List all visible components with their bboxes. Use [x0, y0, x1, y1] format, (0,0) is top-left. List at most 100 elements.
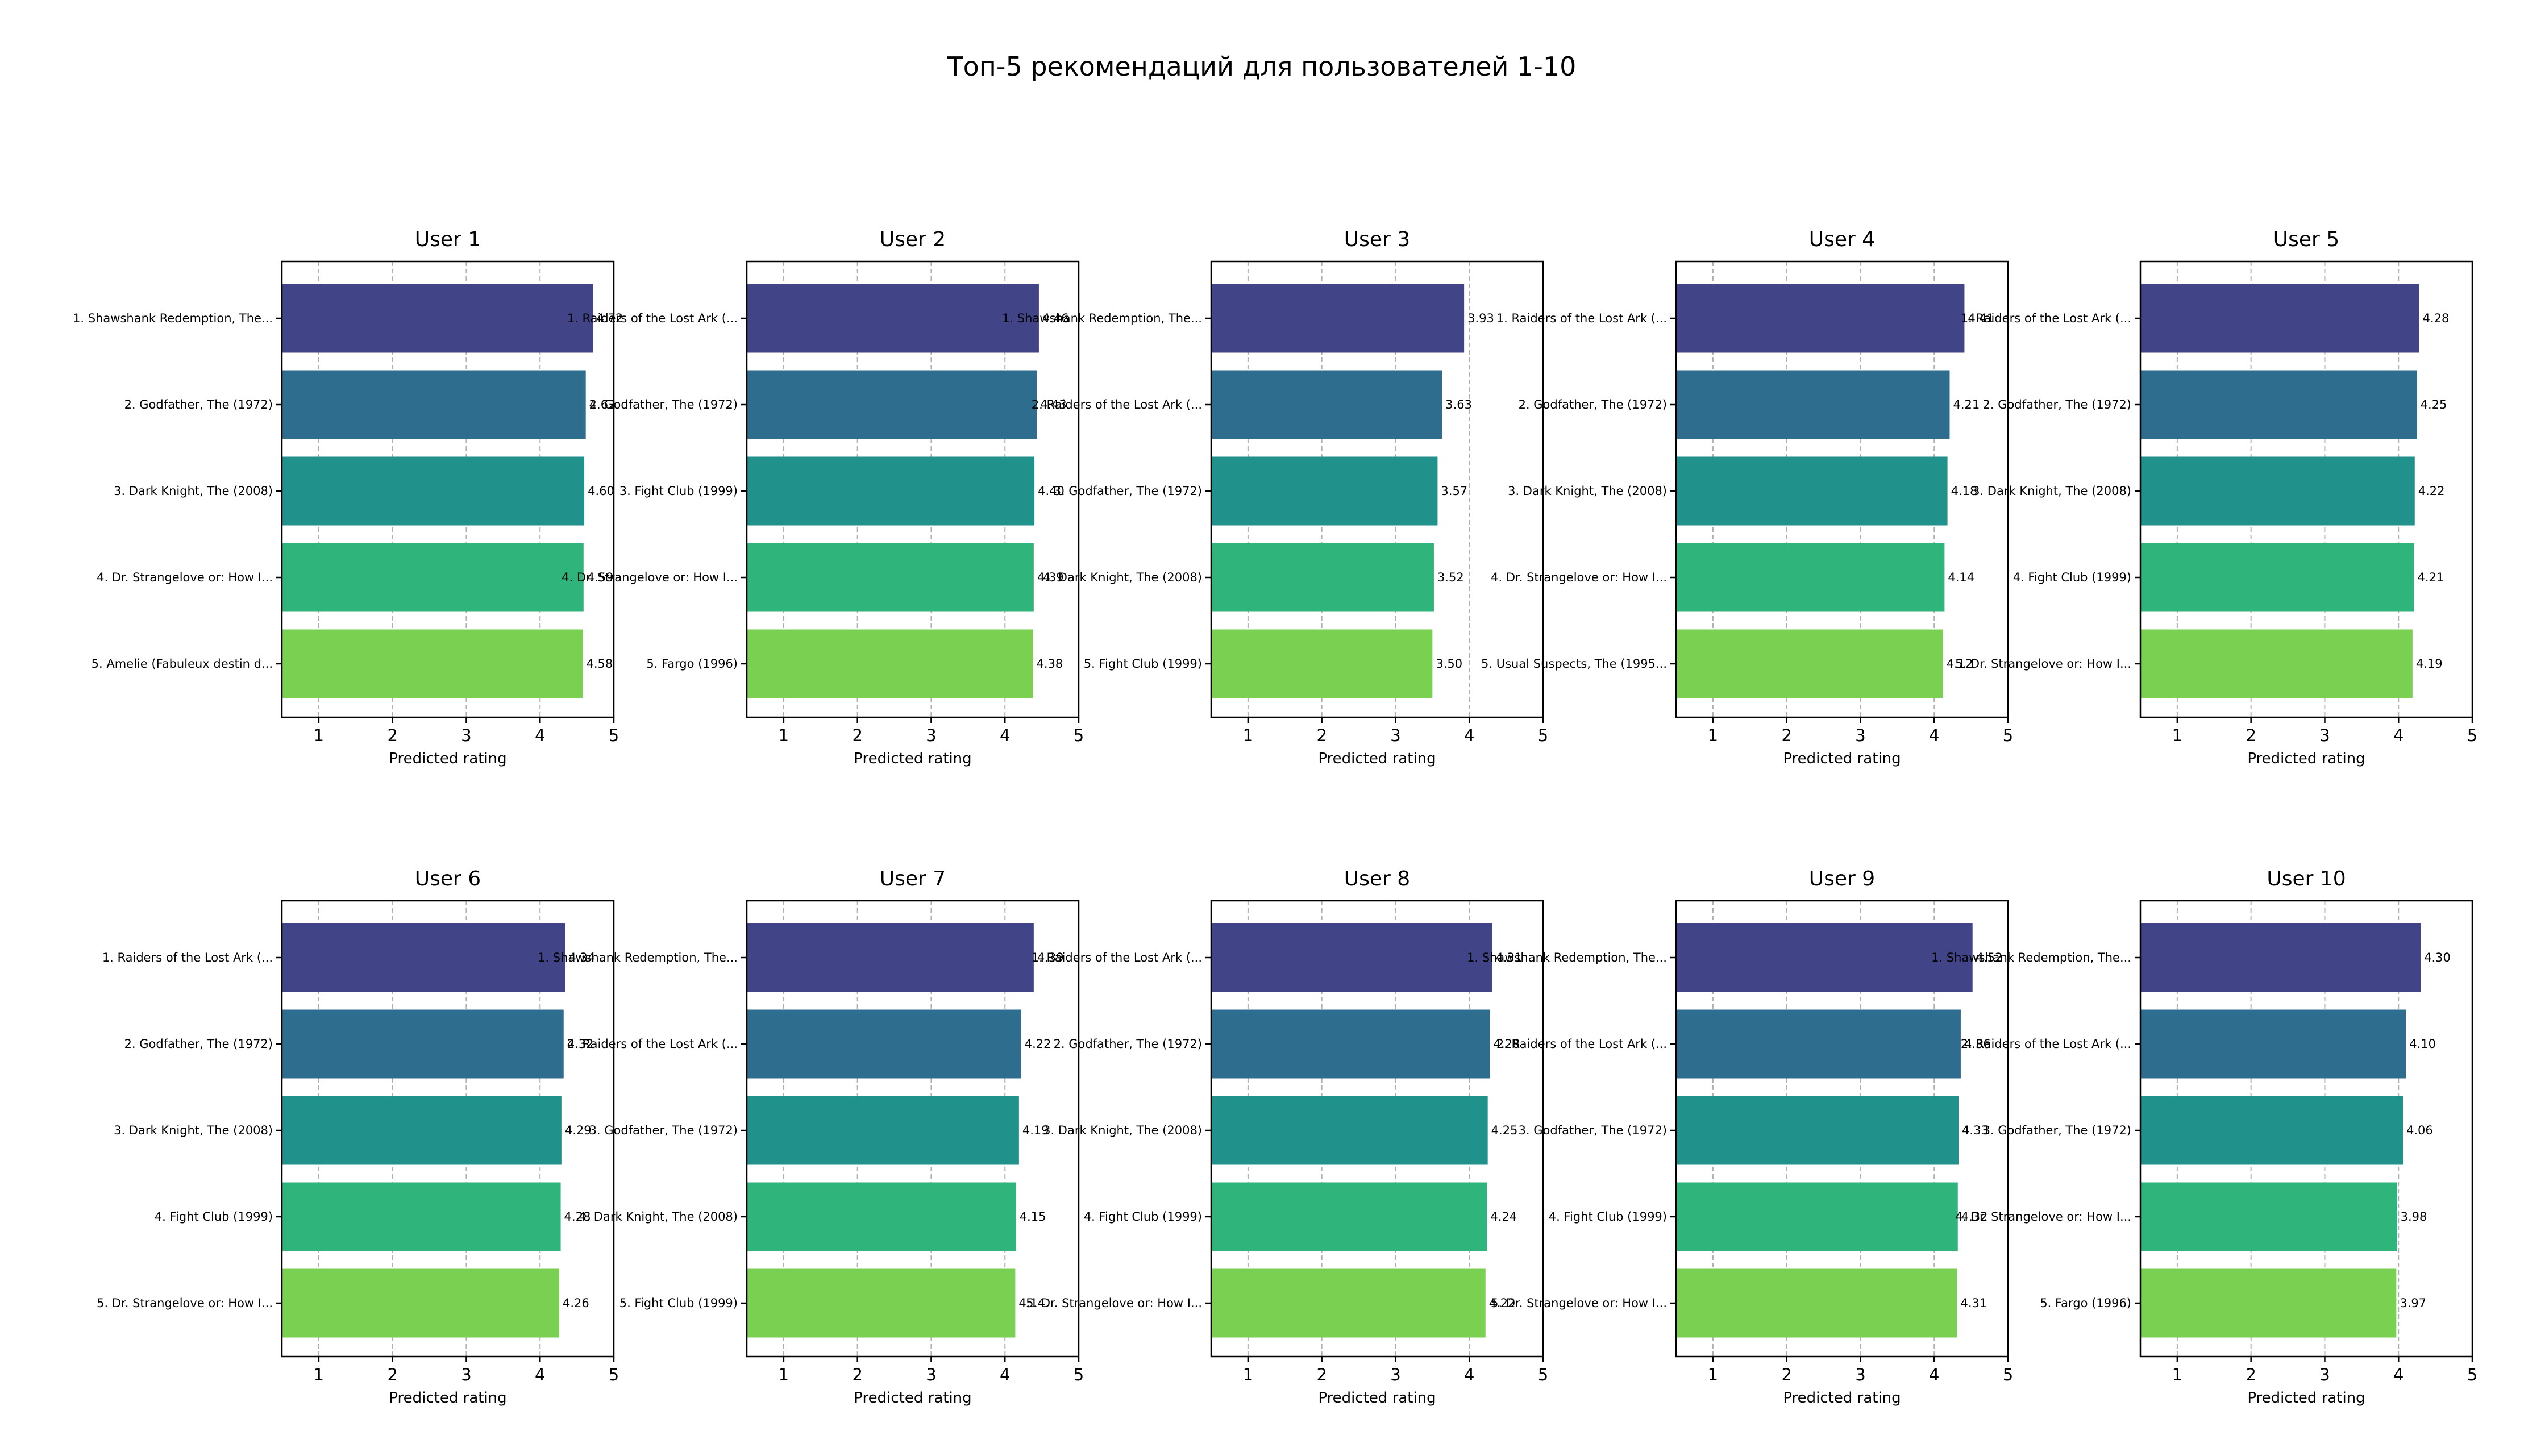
subplot-title: User 7 [880, 867, 946, 891]
axes-frame [1210, 260, 1544, 718]
bar [2140, 456, 2415, 526]
x-tick-label: 5 [1074, 1365, 1084, 1384]
y-tick-label: 1. Raiders of the Lost Ark (... [1961, 311, 2131, 325]
y-tick-label: 2. Raiders of the Lost Ark (... [1032, 398, 1202, 411]
figure-title: Топ-5 рекомендаций для пользователей 1-1… [947, 51, 1577, 82]
x-tick-label: 5 [2467, 726, 2477, 745]
y-tick-label: 3. Godfather, The (1972) [1983, 1124, 2131, 1137]
bar [1676, 923, 1973, 992]
x-tick-label: 5 [2467, 1365, 2477, 1384]
bar [1211, 284, 1465, 353]
bar-value-label: 4.06 [2406, 1124, 2433, 1137]
y-tick-label: 5. Fight Club (1999) [1084, 657, 1202, 671]
subplot-title: User 1 [415, 228, 481, 251]
bar [2140, 543, 2414, 612]
bar-value-label: 4.52 [1976, 951, 2003, 964]
y-tick-label: 4. Dark Knight, The (2008) [1043, 571, 1202, 584]
x-axis-label: Predicted rating [1783, 1390, 1901, 1407]
bar [282, 284, 593, 353]
x-axis-label: Predicted rating [1318, 750, 1436, 767]
axes-frame [746, 900, 1080, 1358]
bar-value-label: 4.41 [1968, 311, 1994, 325]
y-tick-label: 1. Shawshank Redemption, The... [1002, 311, 1202, 325]
y-tick-label: 5. Usual Suspects, The (1995... [1481, 657, 1667, 671]
x-tick-label: 2 [387, 1365, 397, 1384]
bar [2140, 629, 2413, 698]
x-tick-label: 2 [852, 1365, 862, 1384]
bar [1676, 543, 1945, 612]
bar-value-label: 4.62 [589, 398, 616, 411]
bar [2140, 1182, 2397, 1251]
x-tick-label: 1 [1243, 1365, 1253, 1384]
x-axis-label: Predicted rating [2247, 1390, 2365, 1407]
bar [282, 1096, 562, 1165]
y-tick-label: 4. Fight Club (1999) [2013, 571, 2131, 584]
x-tick-label: 4 [535, 1365, 545, 1384]
x-tick-label: 2 [1316, 1365, 1327, 1384]
x-tick-label: 5 [2003, 726, 2013, 745]
bar [1211, 456, 1438, 526]
x-tick-label: 1 [1243, 726, 1253, 745]
subplot-2: User 2 4.46 1. Raiders of the Lost Ark (..… [562, 228, 1084, 767]
bar-value-label: 4.39 [1037, 951, 1064, 964]
bar-value-label: 3.50 [1436, 657, 1462, 671]
bar-value-label: 4.32 [567, 1037, 594, 1051]
y-tick-label: 1. Raiders of the Lost Ark (... [1496, 311, 1667, 325]
x-axis-label: Predicted rating [854, 750, 971, 767]
bar [282, 1182, 561, 1251]
y-tick-label: 1. Shawshank Redemption, The... [538, 951, 738, 964]
axes-frame [281, 260, 615, 718]
subplot-grid: User 1 4.72 1. Shawshank Redemption, The..… [73, 228, 2477, 1407]
bar [1676, 456, 1948, 526]
x-tick-label: 1 [2172, 1365, 2182, 1384]
x-tick-label: 1 [2172, 726, 2182, 745]
bar-value-label: 3.57 [1441, 484, 1467, 498]
x-tick-label: 3 [1855, 726, 1865, 745]
subplot-5: User 5 4.28 1. Raiders of the Lost Ark (..… [1955, 228, 2477, 767]
subplot-10: User 10 4.30 1. Shawshank Redemption, The.… [1931, 867, 2477, 1407]
bar [747, 284, 1039, 353]
bar [1211, 370, 1442, 439]
x-tick-label: 5 [1538, 1365, 1548, 1384]
axes-frame [1675, 260, 2009, 718]
x-tick-label: 2 [387, 726, 397, 745]
bar [747, 923, 1034, 992]
y-tick-label: 2. Raiders of the Lost Ark (... [567, 1037, 738, 1051]
y-tick-label: 2. Raiders of the Lost Ark (... [1961, 1037, 2131, 1051]
x-tick-label: 1 [1708, 1365, 1718, 1384]
bar-value-label: 4.24 [1490, 1210, 1517, 1224]
axes-frame [281, 900, 615, 1358]
bar-value-label: 4.58 [586, 657, 613, 671]
bar [2140, 284, 2419, 353]
x-tick-label: 4 [1000, 726, 1010, 745]
bar [1676, 1096, 1959, 1165]
bar [1211, 629, 1433, 698]
y-tick-label: 4. Dr. Strangelove or: How I... [97, 571, 273, 584]
bar [747, 370, 1037, 439]
x-tick-label: 1 [779, 1365, 789, 1384]
axes-frame [1210, 900, 1544, 1358]
bar-value-label: 4.12 [1947, 657, 1973, 671]
bar-value-label: 4.10 [2409, 1037, 2436, 1051]
subplot-6: User 6 4.34 1. Raiders of the Lost Ark (..… [97, 867, 619, 1407]
subplot-4: User 4 4.41 1. Raiders of the Lost Ark (..… [1481, 228, 2013, 767]
bar-value-label: 4.30 [2424, 951, 2451, 964]
bar-value-label: 4.25 [2421, 398, 2447, 411]
y-tick-label: 5. Dr. Strangelove or: How I... [1955, 657, 2131, 671]
bar-value-label: 4.18 [1951, 484, 1978, 498]
y-tick-label: 4. Dr. Strangelove or: How I... [562, 571, 738, 584]
bar-value-label: 4.29 [565, 1124, 592, 1137]
bar [747, 1009, 1021, 1079]
bar [282, 543, 584, 612]
bar-value-label: 4.22 [2418, 484, 2445, 498]
x-tick-label: 4 [1464, 1365, 1474, 1384]
y-tick-label: 3. Fight Club (1999) [619, 484, 738, 498]
x-tick-label: 3 [926, 1365, 936, 1384]
bar-value-label: 4.21 [1953, 398, 1980, 411]
y-tick-label: 3. Dark Knight, The (2008) [1508, 484, 1667, 498]
y-tick-label: 5. Dr. Strangelove or: How I... [97, 1296, 273, 1310]
bar-value-label: 4.33 [1962, 1124, 1989, 1137]
bar [2140, 1268, 2397, 1338]
bar [1676, 370, 1950, 439]
y-tick-label: 3. Godfather, The (1972) [1519, 1124, 1667, 1137]
